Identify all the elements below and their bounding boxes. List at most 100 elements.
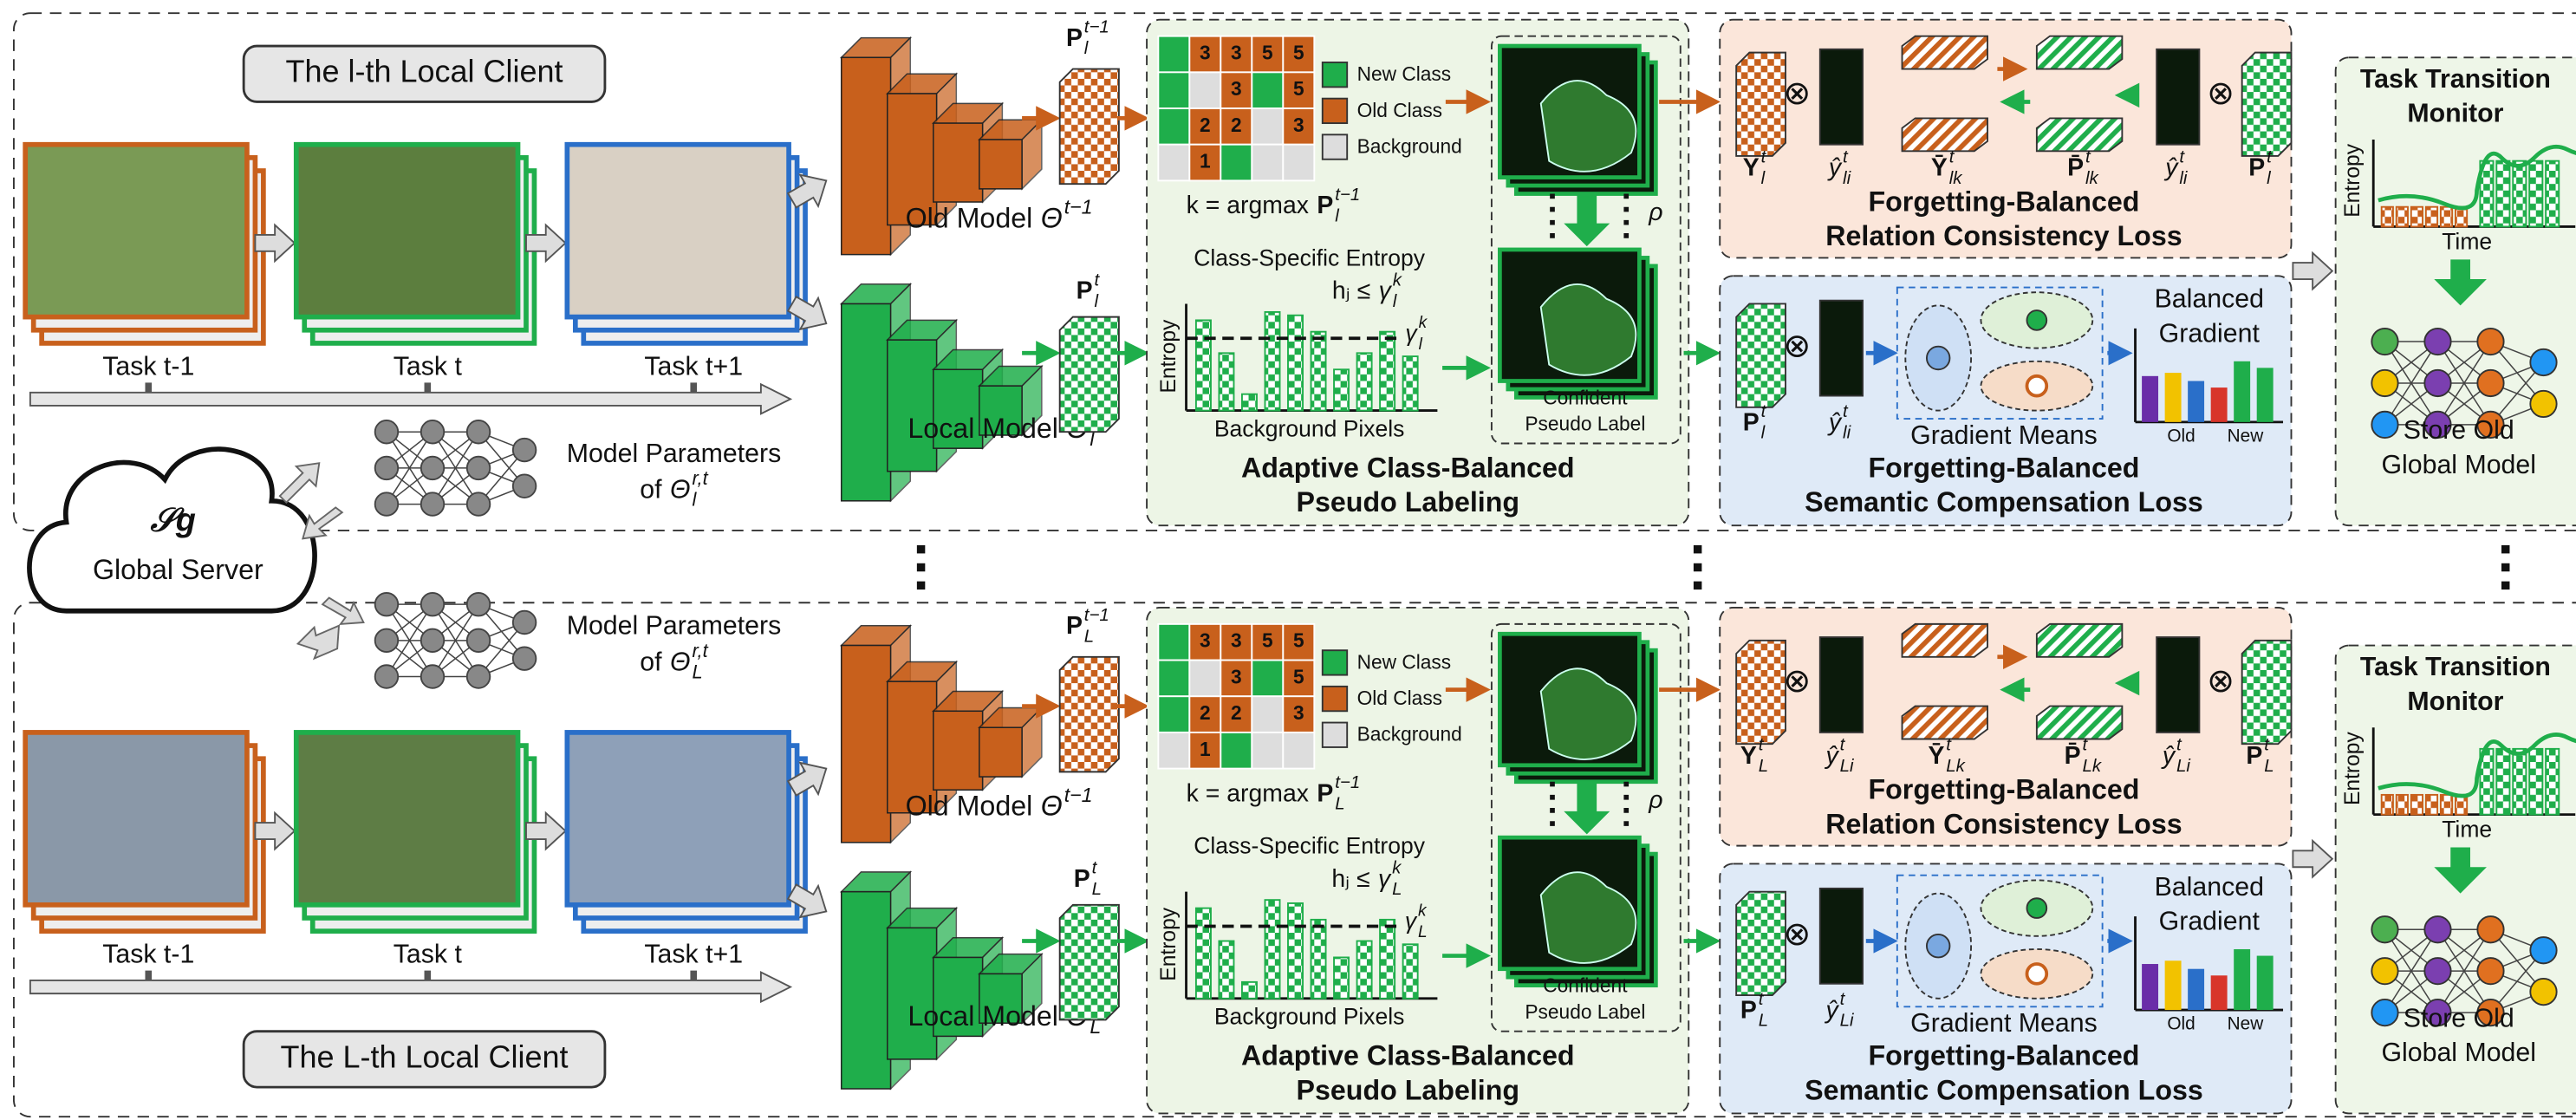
grid-cell — [1158, 72, 1189, 108]
entropy-bar — [1265, 312, 1279, 411]
time-bar — [2496, 749, 2509, 815]
grid-cell — [1252, 145, 1283, 181]
network-node — [2371, 1000, 2397, 1026]
math-text: of — [640, 648, 662, 676]
math-base: Θ — [1041, 202, 1063, 233]
time-bar — [2496, 161, 2509, 227]
network-node — [2530, 349, 2556, 375]
grid-cell — [1158, 696, 1189, 733]
grid-value: 3 — [1293, 114, 1304, 136]
legend-swatch — [1323, 723, 1347, 747]
entropy-bar — [1380, 920, 1395, 999]
math-sup: t−1 — [1064, 196, 1093, 218]
math-sub: l — [1393, 291, 1397, 311]
math-base: ŷ — [2161, 742, 2176, 770]
grid-value: 5 — [1262, 42, 1273, 64]
gradient-bar — [2142, 964, 2158, 1010]
legend-swatch — [1323, 62, 1347, 87]
caption: Old — [2167, 426, 2195, 446]
rho-label: ρ — [1648, 199, 1662, 226]
gradient-bar — [2211, 387, 2228, 422]
math-base: Y — [1740, 742, 1757, 770]
axis-label: Entropy — [1157, 907, 1181, 981]
math-sub: L — [1418, 923, 1428, 941]
math-sub: Li — [1840, 756, 1854, 776]
math-sup: t — [1094, 270, 1100, 290]
math-sub: l — [2267, 168, 2271, 188]
caption: Store Old — [2404, 1004, 2514, 1032]
grid-cell — [1189, 661, 1220, 697]
math-sub: l — [1094, 291, 1098, 311]
grid-cell — [1158, 624, 1189, 661]
math-sub: l — [693, 489, 698, 511]
layer-block — [888, 928, 937, 1059]
network-node — [375, 593, 399, 616]
server-label: Global Server — [93, 554, 263, 585]
math-sup: t−1 — [1064, 784, 1093, 806]
separator-dots — [917, 545, 2510, 589]
grid-value: 3 — [1200, 629, 1211, 652]
network-node — [2424, 916, 2450, 942]
network-node — [467, 593, 491, 616]
math-text: k = argmax — [1187, 779, 1309, 807]
math-base: Y — [1743, 154, 1760, 182]
axis-label: Time — [2442, 817, 2492, 843]
caption: Gradient — [2159, 319, 2261, 348]
network-node — [375, 492, 399, 516]
task-label: Task t — [394, 352, 463, 381]
grid-value: 2 — [1231, 114, 1242, 136]
grid-cell — [1158, 733, 1189, 769]
math-base: Ȳ — [1928, 742, 1944, 770]
model-icon — [842, 284, 1042, 501]
task-label: Task t — [394, 941, 463, 969]
server-symbol: 𝒮g — [149, 502, 195, 538]
feature-map — [1820, 301, 1863, 396]
math-sup: r,t — [693, 640, 709, 661]
prediction-map — [1060, 317, 1119, 433]
timeline-tick — [145, 971, 152, 980]
panel-title: Relation Consistency Loss — [1825, 220, 2182, 251]
time-bar — [2426, 795, 2437, 815]
time-bar — [2529, 749, 2542, 815]
grid-cell — [1252, 696, 1283, 733]
caption: Pseudo Label — [1525, 413, 1645, 435]
flow-arrow — [2293, 841, 2332, 877]
grid-cell — [1252, 108, 1283, 145]
network-node — [2371, 370, 2397, 396]
otimes: ⊗ — [1783, 663, 1811, 700]
feature-block — [1903, 36, 1988, 69]
layer-block — [842, 646, 891, 843]
axis-label: Entropy — [1157, 319, 1181, 394]
otimes: ⊗ — [1783, 75, 1811, 112]
math-sub: l — [1419, 335, 1423, 354]
math-text: of — [640, 475, 662, 504]
network-node — [2477, 329, 2503, 355]
math-label: Ptl — [1077, 270, 1101, 311]
math-sup: t — [1092, 858, 1098, 878]
math-base: P̄ — [2065, 742, 2081, 770]
prediction-map — [1736, 303, 1786, 407]
feature-map — [1820, 889, 1863, 984]
grid-value: 5 — [1262, 629, 1273, 652]
math-text: Local Model — [907, 413, 1058, 444]
entropy-bar — [1196, 320, 1211, 410]
legend-label: Old Class — [1357, 687, 1442, 709]
math-sub: li — [1843, 168, 1851, 188]
feature-map — [1820, 49, 1863, 145]
grid-value: 5 — [1293, 629, 1304, 652]
client-title: The L-th Local Client — [281, 1039, 569, 1074]
network-node — [467, 492, 491, 516]
time-bar — [2441, 207, 2452, 227]
node — [2026, 898, 2046, 918]
network-node — [375, 420, 399, 444]
time-bar — [2382, 795, 2393, 815]
caption: Gradient — [2159, 908, 2261, 936]
math-base: ŷ — [2163, 154, 2179, 182]
grid-value: 1 — [1200, 150, 1211, 173]
time-bar — [2513, 161, 2526, 227]
axis-label: Background Pixels — [1214, 1004, 1405, 1030]
network-node — [421, 593, 445, 616]
math-label: Pt−1L — [1066, 605, 1109, 647]
legend-label: Old Class — [1357, 99, 1442, 121]
